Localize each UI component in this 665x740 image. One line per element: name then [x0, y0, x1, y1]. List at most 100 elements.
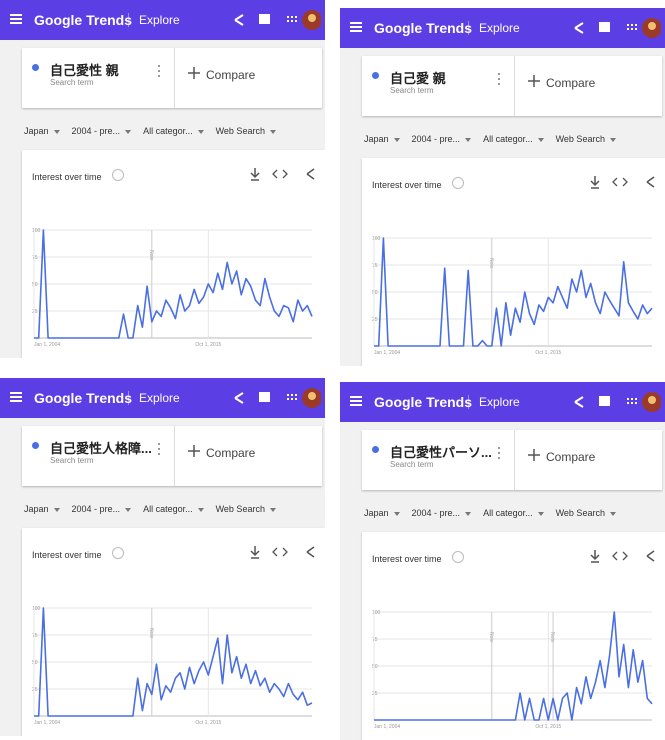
share-icon[interactable] — [235, 393, 243, 403]
filter-label: Web Search — [556, 134, 605, 144]
feedback-icon[interactable] — [599, 396, 610, 406]
y-tick-label: 25 — [372, 691, 378, 697]
share-icon[interactable] — [575, 397, 583, 407]
plus-icon[interactable] — [528, 74, 540, 92]
chart-icons — [587, 548, 657, 564]
apps-icon[interactable] — [287, 394, 297, 400]
download-icon[interactable] — [591, 176, 599, 188]
share-icon[interactable] — [235, 15, 243, 25]
plus-icon[interactable] — [188, 444, 200, 462]
explore-link[interactable]: Explore — [468, 21, 520, 35]
menu-button[interactable] — [10, 14, 22, 24]
filter[interactable]: All categor... — [483, 508, 544, 518]
filter[interactable]: All categor... — [143, 504, 204, 514]
filter[interactable]: 2004 - pre... — [72, 504, 132, 514]
search-term[interactable]: 自己愛性 親 — [50, 60, 119, 79]
filter[interactable]: Japan — [24, 504, 60, 514]
menu-button[interactable] — [10, 392, 22, 402]
filter[interactable]: 2004 - pre... — [412, 508, 472, 518]
help-icon[interactable] — [112, 547, 124, 559]
header-actions — [561, 390, 661, 419]
header-actions — [221, 8, 321, 37]
download-icon[interactable] — [591, 550, 599, 562]
filter[interactable]: Web Search — [556, 134, 616, 144]
plus-icon[interactable] — [528, 448, 540, 466]
filter-label: 2004 - pre... — [412, 508, 461, 518]
plus — [188, 67, 200, 79]
divider — [174, 426, 175, 486]
feedback-icon[interactable] — [599, 22, 610, 32]
search-term[interactable]: 自己愛性パーソ... — [390, 442, 492, 461]
embed-icon[interactable] — [273, 170, 287, 178]
apps-icon[interactable] — [287, 16, 297, 22]
menu-button[interactable] — [350, 22, 362, 32]
screenshot-collage: Google TrendsExplore自己愛性 親Search termCom… — [0, 0, 665, 740]
apps-icon[interactable] — [627, 24, 637, 30]
feedback-icon[interactable] — [259, 14, 270, 24]
filter-label: Web Search — [216, 126, 265, 136]
help-icon[interactable] — [452, 177, 464, 189]
feedback-icon[interactable] — [259, 392, 270, 402]
x-tick-label: Oct 1, 2015 — [195, 720, 221, 726]
trends-panel: Google TrendsExplore自己愛 親Search termComp… — [340, 8, 665, 366]
compare-button[interactable]: Compare — [546, 450, 595, 464]
apps-icon[interactable] — [627, 398, 637, 404]
embed-icon[interactable] — [613, 178, 627, 186]
filter[interactable]: All categor... — [143, 126, 204, 136]
help-icon[interactable] — [112, 169, 124, 181]
search-card: 自己愛性パーソ...Search termCompare — [362, 430, 662, 490]
search-term[interactable]: 自己愛性人格障... — [50, 438, 152, 457]
download-icon[interactable] — [251, 168, 259, 180]
more-button[interactable] — [158, 64, 160, 76]
embed-icon[interactable] — [273, 548, 287, 556]
menu-button[interactable] — [350, 396, 362, 406]
filter[interactable]: All categor... — [483, 134, 544, 144]
share-icon[interactable] — [307, 547, 314, 557]
filter[interactable]: 2004 - pre... — [72, 126, 132, 136]
header-icons — [561, 390, 661, 414]
compare-button[interactable]: Compare — [206, 446, 255, 460]
explore-link[interactable]: Explore — [128, 391, 180, 405]
y-tick-label: 25 — [372, 317, 378, 323]
search-term[interactable]: 自己愛 親 — [390, 68, 446, 87]
y-tick-label: 75 — [32, 255, 38, 261]
filter[interactable]: Web Search — [216, 126, 276, 136]
filter[interactable]: Web Search — [216, 504, 276, 514]
x-tick-label: Oct 1, 2015 — [195, 342, 221, 348]
compare-button[interactable]: Compare — [206, 68, 255, 82]
header-actions — [221, 386, 321, 415]
filter[interactable]: Web Search — [556, 508, 616, 518]
y-tick-label: 50 — [372, 290, 378, 296]
filter-label: 2004 - pre... — [412, 134, 461, 144]
share-icon[interactable] — [307, 169, 314, 179]
filter-row: Japan 2004 - pre... All categor... Web Sear… — [24, 126, 288, 136]
embed-icon[interactable] — [613, 552, 627, 560]
filter-label: All categor... — [143, 126, 193, 136]
filter-label: All categor... — [483, 508, 533, 518]
term-dot — [32, 64, 39, 71]
more-button[interactable] — [158, 442, 160, 454]
header-icons — [561, 16, 661, 40]
filter[interactable]: Japan — [364, 134, 400, 144]
share-icon[interactable] — [575, 23, 583, 33]
search-card: 自己愛性人格障...Search termCompare — [22, 426, 322, 486]
download-icon[interactable] — [251, 546, 259, 558]
help-icon[interactable] — [452, 551, 464, 563]
explore-link[interactable]: Explore — [128, 13, 180, 27]
explore-link[interactable]: Explore — [468, 395, 520, 409]
filter[interactable]: 2004 - pre... — [412, 134, 472, 144]
share-icon[interactable] — [647, 177, 654, 187]
more-button[interactable] — [498, 72, 500, 84]
y-tick-label: 100 — [32, 606, 41, 612]
share-icon[interactable] — [647, 551, 654, 561]
filter[interactable]: Japan — [24, 126, 60, 136]
compare-button[interactable]: Compare — [546, 76, 595, 90]
plus-icon[interactable] — [188, 66, 200, 84]
chart-title: Interest over time — [32, 550, 102, 560]
chart-actions — [587, 548, 657, 569]
filter[interactable]: Japan — [364, 508, 400, 518]
more-button[interactable] — [498, 446, 500, 458]
